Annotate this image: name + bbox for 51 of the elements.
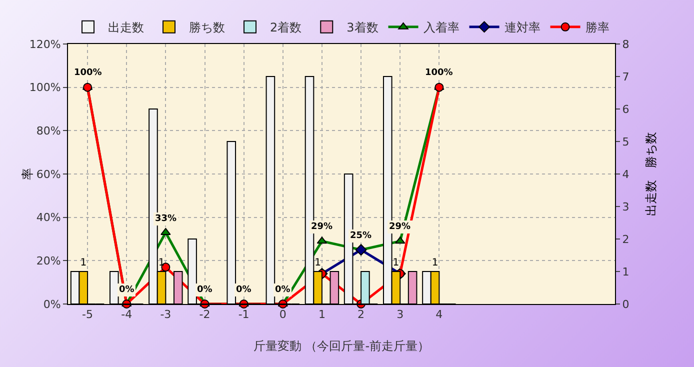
data-label: 1 [392, 258, 400, 268]
y2-axis-title: 出走数 勝ち数 [644, 132, 658, 216]
y2-tick-label: 7 [622, 70, 630, 84]
data-label: 1 [314, 258, 321, 268]
x-tick-label: 2 [358, 308, 365, 322]
y-axis-title: 率 [20, 168, 34, 180]
y2-tick-label: 2 [622, 232, 630, 246]
y2-tick-label: 5 [622, 135, 630, 148]
y2-tick-label: 1 [622, 265, 630, 278]
x-tick-label: 1 [318, 308, 326, 322]
x-tick-label: 0 [279, 308, 286, 322]
data-label: 0% [275, 285, 290, 295]
y2-tick-label: 6 [622, 102, 630, 116]
y-tick-label: 80% [36, 124, 61, 138]
legend-label: 出走数 [108, 20, 144, 35]
x-tick-label: -4 [121, 308, 132, 322]
x-tick-label: -5 [82, 308, 94, 322]
y-tick-label: 40% [36, 211, 61, 224]
data-label: 25% [350, 231, 372, 241]
y2-tick-label: 8 [622, 38, 630, 51]
y-tick-label: 120% [29, 38, 61, 51]
x-tick-label: -1 [238, 308, 250, 322]
data-label: 1 [158, 258, 165, 268]
data-label: 100% [425, 68, 453, 78]
legend-label: 入着率 [423, 20, 460, 35]
data-label: 1 [80, 258, 87, 268]
y-tick-label: 60% [36, 168, 61, 181]
legend-label: 2着数 [270, 20, 302, 35]
data-label: 100% [74, 68, 102, 78]
legend-label: 勝ち数 [189, 20, 225, 35]
y-tick-label: 100% [29, 81, 61, 94]
data-label: 0% [197, 285, 212, 295]
data-label: 1 [432, 258, 438, 268]
x-axis-title: 斤量変動 （今回斤量-前走斤量） [253, 339, 430, 353]
y2-tick-label: 4 [622, 168, 630, 181]
data-label: 0% [236, 285, 252, 295]
legend-label: 連対率 [504, 20, 540, 35]
legend-label: 3着数 [346, 20, 378, 35]
x-tick-label: -3 [160, 308, 172, 322]
y2-tick-label: 3 [622, 200, 630, 214]
y-tick-label: 0% [43, 298, 61, 311]
data-label: 29% [311, 222, 333, 232]
data-label: 33% [155, 214, 177, 224]
data-label: 0% [119, 285, 134, 295]
y2-tick-label: 0 [622, 298, 630, 311]
x-tick-label: 4 [436, 308, 443, 322]
data-label: 29% [389, 222, 411, 232]
y-tick-label: 20% [36, 254, 61, 268]
x-tick-label: 3 [396, 308, 404, 322]
x-tick-label: -2 [199, 308, 210, 322]
legend-label: 勝率 [585, 20, 610, 35]
